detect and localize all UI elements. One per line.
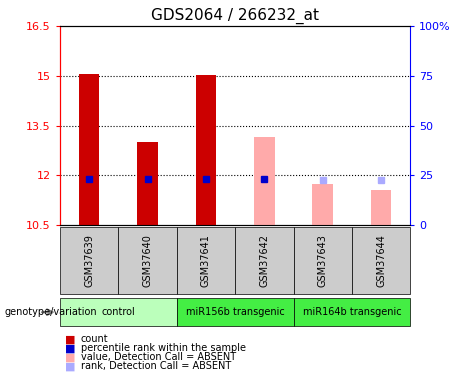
Text: GSM37642: GSM37642 <box>259 234 269 287</box>
Text: GSM37643: GSM37643 <box>318 234 328 287</box>
Text: miR164b transgenic: miR164b transgenic <box>302 307 401 317</box>
Text: rank, Detection Call = ABSENT: rank, Detection Call = ABSENT <box>81 362 231 371</box>
Bar <box>254 137 275 225</box>
Text: percentile rank within the sample: percentile rank within the sample <box>81 344 246 353</box>
Bar <box>371 190 391 225</box>
Bar <box>79 74 100 225</box>
Title: GDS2064 / 266232_at: GDS2064 / 266232_at <box>151 7 319 24</box>
Bar <box>137 142 158 225</box>
Text: ■: ■ <box>65 344 75 353</box>
Bar <box>195 75 216 225</box>
Bar <box>313 184 333 225</box>
Text: genotype/variation: genotype/variation <box>5 307 97 317</box>
Text: GSM37640: GSM37640 <box>142 234 153 287</box>
Text: GSM37641: GSM37641 <box>201 234 211 287</box>
Text: count: count <box>81 334 108 344</box>
Text: GSM37639: GSM37639 <box>84 234 94 287</box>
Text: GSM37644: GSM37644 <box>376 234 386 287</box>
Text: value, Detection Call = ABSENT: value, Detection Call = ABSENT <box>81 352 236 362</box>
Text: ■: ■ <box>65 352 75 362</box>
Text: miR156b transgenic: miR156b transgenic <box>186 307 284 317</box>
Text: ■: ■ <box>65 334 75 344</box>
Text: ■: ■ <box>65 362 75 371</box>
Text: control: control <box>101 307 135 317</box>
